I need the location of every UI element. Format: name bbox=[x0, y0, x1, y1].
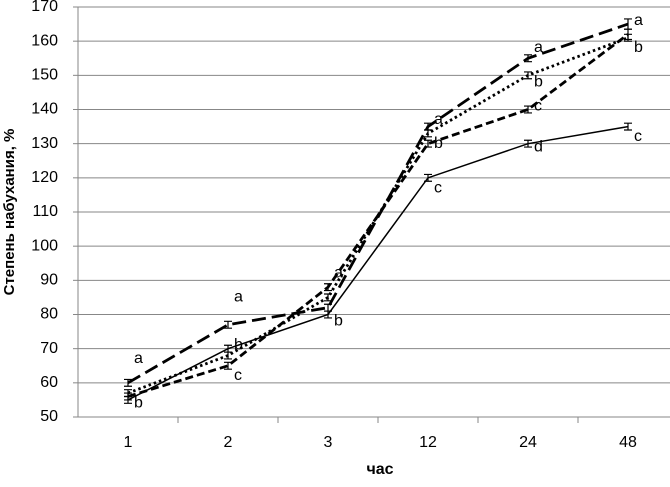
x-tick-label: 24 bbox=[519, 434, 537, 451]
x-tick-label: 48 bbox=[619, 434, 637, 451]
y-axis-label: Степень набухания, % bbox=[1, 129, 18, 296]
y-tick-label: 100 bbox=[31, 237, 58, 254]
y-tick-label: 150 bbox=[31, 67, 58, 84]
annotation: a bbox=[534, 39, 543, 56]
x-tick-label: 12 bbox=[419, 434, 437, 451]
annotation: c bbox=[534, 97, 542, 114]
series-line bbox=[127, 33, 629, 398]
error-bar bbox=[424, 139, 432, 148]
error-bar bbox=[224, 351, 232, 360]
annotation: b bbox=[434, 135, 443, 152]
y-tick-label: 160 bbox=[31, 32, 58, 49]
annotation: a bbox=[234, 289, 243, 306]
error-bar bbox=[224, 361, 232, 370]
error-bar bbox=[524, 105, 532, 114]
annotation: b bbox=[234, 336, 243, 353]
y-tick-label: 170 bbox=[31, 0, 58, 15]
y-tick-label: 130 bbox=[31, 135, 58, 152]
error-bar bbox=[424, 129, 432, 138]
x-tick-label: 3 bbox=[324, 434, 333, 451]
y-tick-label: 90 bbox=[40, 272, 58, 289]
y-tick-label: 70 bbox=[40, 340, 58, 357]
annotation: b bbox=[134, 395, 143, 412]
error-bar bbox=[324, 283, 332, 292]
annotation: b bbox=[634, 39, 643, 56]
error-bar bbox=[224, 320, 232, 329]
error-bar bbox=[324, 303, 332, 312]
error-bar bbox=[524, 54, 532, 63]
annotation: c bbox=[234, 367, 242, 384]
annotation: a bbox=[434, 111, 443, 128]
x-tick-label: 2 bbox=[224, 434, 233, 451]
y-tick-label: 110 bbox=[32, 203, 58, 220]
error-bar bbox=[124, 392, 132, 401]
error-bar bbox=[424, 173, 432, 182]
y-tick-label: 120 bbox=[31, 169, 58, 186]
annotation: c bbox=[434, 179, 442, 196]
annotation: c bbox=[634, 128, 642, 145]
error-bar bbox=[124, 378, 132, 387]
error-bar bbox=[624, 28, 632, 41]
error-bar bbox=[524, 71, 532, 80]
annotation: a bbox=[334, 265, 343, 282]
error-bar bbox=[524, 139, 532, 148]
series-line bbox=[127, 36, 629, 395]
series-line bbox=[127, 22, 629, 385]
annotation: b bbox=[334, 313, 343, 330]
error-bar bbox=[324, 293, 332, 302]
annotation: a bbox=[634, 12, 643, 29]
error-bar bbox=[624, 122, 632, 131]
y-tick-label: 60 bbox=[40, 374, 58, 391]
y-tick-label: 50 bbox=[40, 408, 58, 425]
y-tick-label: 80 bbox=[40, 306, 58, 323]
y-tick-label: 140 bbox=[31, 101, 58, 118]
x-tick-label: 1 bbox=[124, 434, 133, 451]
annotation: a bbox=[134, 350, 143, 367]
annotation: b bbox=[534, 73, 543, 90]
series-line bbox=[127, 125, 629, 401]
x-axis-label: час bbox=[366, 461, 393, 478]
annotation: d bbox=[534, 138, 543, 155]
